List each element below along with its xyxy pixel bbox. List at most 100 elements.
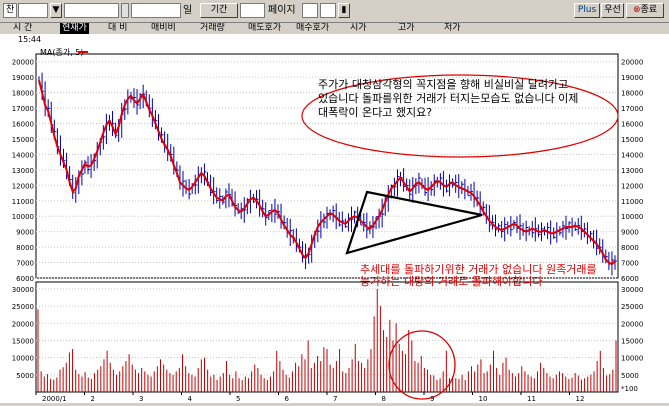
- price-tick-label-left: 7000: [16, 260, 34, 268]
- ma-legend: MA(종가, 5): [40, 48, 84, 57]
- period-unit-label: 일: [183, 5, 193, 16]
- volume-annotation-box: 추세대를 돌파하기위한 거래가 없습니다 원족거래를 능가하는 대량의 거래로 …: [360, 264, 597, 288]
- tab-low[interactable]: 저가: [444, 23, 461, 33]
- price-tick-label-left: 20000: [12, 59, 34, 67]
- volume-tick-label-left: 20000: [12, 320, 34, 328]
- price-tick-label-right: 9000: [621, 229, 639, 237]
- tab-time[interactable]: 시 간: [13, 23, 33, 33]
- price-tick-label-right: 14000: [621, 151, 643, 159]
- price-tick-label-left: 19000: [12, 74, 34, 82]
- page-dropdown-button[interactable]: ▮: [338, 3, 350, 18]
- x-tick-label: 8: [382, 395, 386, 403]
- page-field-2[interactable]: [320, 3, 336, 18]
- price-tick-label-right: 6000: [621, 275, 639, 283]
- volume-tick-label-right: 30000: [621, 286, 643, 294]
- x-tick-label: 10: [479, 395, 488, 403]
- chart-svg[interactable]: 6000 6000 7000 7000 8000 8000 9000 9000 10000 100…: [0, 34, 669, 403]
- x-tick-label: 4: [188, 395, 193, 403]
- price-tick-label-left: 17000: [12, 105, 34, 113]
- close-label: 종료: [640, 5, 658, 15]
- volume-circle: [388, 330, 456, 400]
- volume-tick-label-right: 10000: [621, 355, 643, 363]
- x-tick-label: 5: [236, 395, 240, 403]
- name-field[interactable]: [64, 3, 119, 18]
- tab-open[interactable]: 시가: [350, 23, 367, 33]
- column-header-tabs: 시 간 현재가 대 비 매비비 거래량 매도호가 매수호가 시가 고가 저가: [0, 23, 669, 34]
- chart-area: 6000 6000 7000 7000 8000 8000 9000 9000 10000 100…: [0, 34, 669, 403]
- priority-button[interactable]: 우선: [601, 3, 624, 18]
- x-tick-label: 7: [333, 395, 337, 403]
- code-field[interactable]: [18, 3, 48, 18]
- tab-volume[interactable]: 거래량: [200, 23, 225, 33]
- x-tick-label: 12: [576, 395, 585, 403]
- symmetric-triangle: [345, 190, 483, 255]
- price-tick-label-left: 15000: [12, 136, 34, 144]
- x-tick-label: 2: [91, 395, 95, 403]
- price-tick-label-left: 16000: [12, 121, 34, 129]
- price-tick-label-right: 18000: [621, 90, 643, 98]
- volume-unit-label: *100: [621, 385, 638, 393]
- price-tick-label-left: 10000: [12, 213, 34, 221]
- close-icon: ⊗: [632, 5, 641, 15]
- price-tick-label-left: 13000: [12, 167, 34, 175]
- price-tick-label-right: 7000: [621, 260, 639, 268]
- x-tick-label: 3: [139, 395, 143, 403]
- price-panel: 6000 6000 7000 7000 8000 8000 9000 9000 10000 100…: [12, 53, 643, 283]
- x-tick-label: 6: [285, 395, 290, 403]
- price-plot-frame: [35, 53, 619, 279]
- price-tick-label-left: 11000: [12, 198, 34, 206]
- volume-tick-label-left: 25000: [12, 303, 34, 311]
- price-tick-label-right: 15000: [621, 136, 643, 144]
- volume-tick-label-left: 5000: [16, 372, 34, 380]
- price-tick-label-left: 18000: [12, 90, 34, 98]
- price-tick-label-right: 10000: [621, 213, 643, 221]
- x-tick-label: 9: [430, 395, 434, 403]
- price-tick-label-left: 14000: [12, 151, 34, 159]
- price-tick-label-left: 9000: [16, 229, 34, 237]
- volume-tick-label-left: 30000: [12, 286, 34, 294]
- price-tick-label-right: 13000: [621, 167, 643, 175]
- period-button[interactable]: 기간: [200, 3, 238, 18]
- tab-high[interactable]: 고가: [398, 23, 415, 33]
- price-tick-label-right: 20000: [621, 59, 643, 67]
- volume-tick-label-right: 15000: [621, 337, 643, 345]
- x-tick-label: 2000/1: [42, 395, 67, 403]
- price-tick-label-left: 8000: [16, 244, 34, 252]
- volume-tick-label-right: 5000: [621, 372, 639, 380]
- annotation-text: 주가가 대칭삼각형의 꼭지점을 향해 비실비실 달려가고 있습니다 돌파를위한 …: [318, 78, 579, 119]
- date-field[interactable]: [121, 3, 129, 18]
- tab-bid[interactable]: 매수호가: [296, 23, 330, 33]
- price-tick-label-right: 19000: [621, 74, 643, 82]
- price-tick-label-left: 6000: [16, 275, 34, 283]
- price-tick-label-right: 8000: [621, 244, 639, 252]
- stock-code-input[interactable]: 찬: [3, 3, 17, 18]
- date-input[interactable]: [131, 3, 181, 18]
- close-button[interactable]: ⊗종료: [626, 3, 664, 18]
- tab-current-price[interactable]: 현재가: [60, 23, 89, 34]
- price-tick-label-left: 12000: [12, 182, 34, 190]
- time-readout: 15:44: [18, 35, 41, 44]
- toolbar: 찬 ▼ 일 기간 페이지 ▮ Plus 우선 ⊗종료: [0, 0, 669, 23]
- volume-tick-label-right: 25000: [621, 303, 643, 311]
- page-label: 페이지: [268, 5, 296, 16]
- tab-ask[interactable]: 매도호가: [248, 23, 282, 33]
- price-tick-label-right: 16000: [621, 121, 643, 129]
- period-input[interactable]: [240, 3, 265, 18]
- annotation-box: 주가가 대칭삼각형의 꼭지점을 향해 비실비실 달려가고 있습니다 돌파를위한 …: [318, 78, 579, 119]
- price-tick-label-right: 17000: [621, 105, 643, 113]
- dropdown-arrow-button[interactable]: ▼: [50, 3, 62, 18]
- price-tick-label-right: 11000: [621, 198, 643, 206]
- volume-tick-label-left: 10000: [12, 355, 34, 363]
- annotation-ellipse: [301, 74, 619, 158]
- tab-change[interactable]: 대 비: [108, 23, 128, 33]
- price-tick-label-right: 12000: [621, 182, 643, 190]
- volume-annotation-text: 추세대를 돌파하기위한 거래가 없습니다 원족거래를 능가하는 대량의 거래로 …: [360, 264, 597, 288]
- volume-tick-label-right: 20000: [621, 320, 643, 328]
- volume-tick-label-left: 15000: [12, 337, 34, 345]
- ma-line: [38, 80, 616, 266]
- page-input[interactable]: [302, 3, 318, 18]
- x-tick-label: 11: [527, 395, 536, 403]
- tab-ratio[interactable]: 매비비: [151, 23, 176, 33]
- plus-button[interactable]: Plus: [574, 3, 600, 18]
